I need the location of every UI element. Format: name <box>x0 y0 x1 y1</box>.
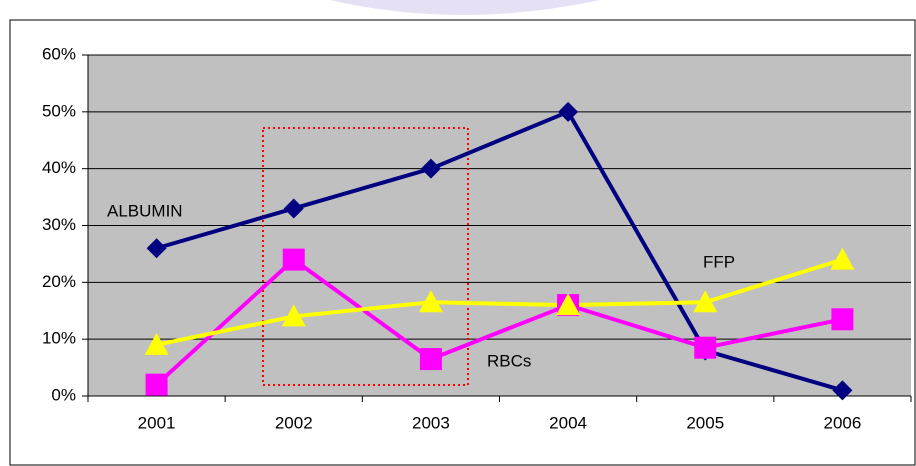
plot: ALBUMIN RBCs FFP <box>107 101 855 401</box>
marker <box>831 308 854 331</box>
marker <box>419 348 442 371</box>
marker <box>420 158 441 179</box>
x-tick-label: 2006 <box>824 413 862 432</box>
series-label: ALBUMIN <box>107 201 183 220</box>
marker <box>281 304 306 327</box>
marker <box>146 238 167 259</box>
marker <box>282 248 305 271</box>
series-line <box>156 109 843 393</box>
series-label: RBCs <box>487 351 531 370</box>
marker <box>144 332 169 355</box>
marker <box>283 198 304 219</box>
decoration <box>330 0 600 15</box>
x-tick-label: 2001 <box>138 413 176 432</box>
highlight-box <box>262 127 469 386</box>
y-tick-label: 40% <box>42 158 76 177</box>
series-line <box>155 257 843 387</box>
marker <box>694 336 717 359</box>
y-tick-label: 0% <box>51 385 76 404</box>
marker <box>145 373 168 396</box>
series-label: FFP <box>703 252 735 271</box>
marker <box>556 293 581 316</box>
x-tick-label: 2004 <box>549 413 587 432</box>
x-tick-label: 2003 <box>412 413 450 432</box>
x-tick-label: 2005 <box>686 413 724 432</box>
marker <box>418 290 443 313</box>
y-tick-label: 30% <box>42 215 76 234</box>
y-tick-label: 20% <box>42 272 76 291</box>
marker <box>558 101 579 122</box>
marker <box>832 380 853 401</box>
y-tick-label: 10% <box>42 329 76 348</box>
y-tick-label: 50% <box>42 101 76 120</box>
marker <box>693 290 718 313</box>
x-tick-label: 2002 <box>275 413 313 432</box>
marker <box>830 247 855 270</box>
series-line <box>156 257 844 347</box>
y-tick-label: 60% <box>42 44 76 63</box>
grid: 0% 10% 20% 30% 40% 50% 60% 2001 2002 2003 2004 2005… <box>42 44 912 432</box>
